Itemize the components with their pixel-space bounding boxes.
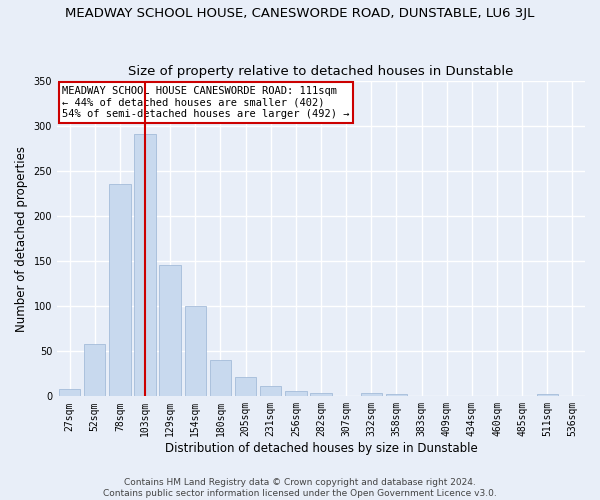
Bar [386, 394, 407, 396]
Bar [160, 265, 181, 396]
Bar [235, 378, 256, 396]
Bar [84, 344, 106, 397]
Bar [361, 392, 382, 396]
Bar [285, 391, 307, 396]
Bar [536, 394, 558, 396]
Y-axis label: Number of detached properties: Number of detached properties [15, 146, 28, 332]
Bar [134, 134, 156, 396]
Bar [185, 306, 206, 396]
Bar [59, 389, 80, 396]
Text: Contains HM Land Registry data © Crown copyright and database right 2024.
Contai: Contains HM Land Registry data © Crown c… [103, 478, 497, 498]
Bar [109, 184, 131, 396]
Bar [260, 386, 281, 396]
Text: MEADWAY SCHOOL HOUSE, CANESWORDE ROAD, DUNSTABLE, LU6 3JL: MEADWAY SCHOOL HOUSE, CANESWORDE ROAD, D… [65, 8, 535, 20]
Title: Size of property relative to detached houses in Dunstable: Size of property relative to detached ho… [128, 66, 514, 78]
Bar [310, 392, 332, 396]
Text: MEADWAY SCHOOL HOUSE CANESWORDE ROAD: 111sqm
← 44% of detached houses are smalle: MEADWAY SCHOOL HOUSE CANESWORDE ROAD: 11… [62, 86, 350, 119]
X-axis label: Distribution of detached houses by size in Dunstable: Distribution of detached houses by size … [164, 442, 478, 455]
Bar [210, 360, 231, 396]
